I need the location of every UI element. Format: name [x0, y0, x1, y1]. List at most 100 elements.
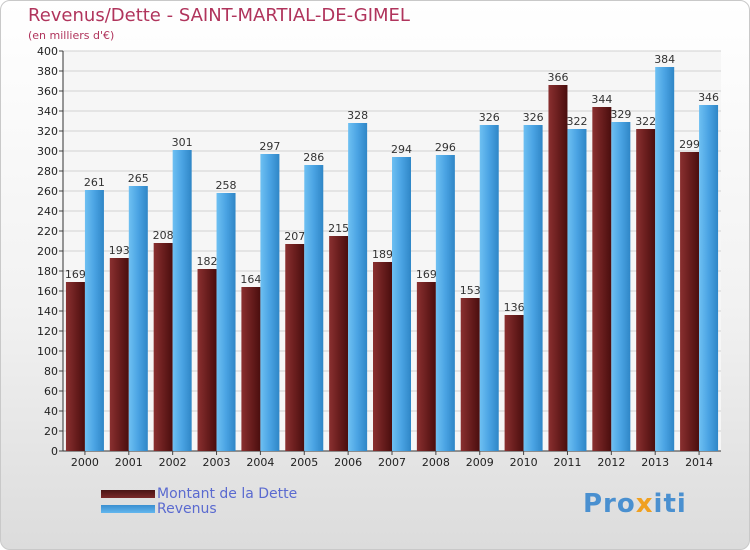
bar-debt [636, 129, 656, 451]
data-label-revenue: 261 [84, 176, 105, 189]
data-label-debt: 215 [328, 222, 349, 235]
y-tick-label: 100 [37, 345, 58, 358]
chart-title: Revenus/Dette - SAINT-MARTIAL-DE-GIMEL [28, 5, 410, 26]
y-tick-label: 280 [37, 165, 58, 178]
bar-debt [592, 107, 612, 451]
x-tick-label: 2014 [685, 456, 713, 469]
data-label-debt: 344 [591, 93, 612, 106]
x-tick-label: 2008 [422, 456, 450, 469]
x-tick-label: 2013 [641, 456, 669, 469]
bar-revenue [84, 190, 104, 451]
legend-swatch-revenue [101, 505, 155, 513]
bar-revenue [655, 67, 675, 451]
x-tick-label: 2011 [553, 456, 581, 469]
data-label-debt: 169 [65, 268, 86, 281]
y-tick-label: 80 [44, 365, 58, 378]
x-tick-label: 2010 [510, 456, 538, 469]
bar-debt [680, 152, 700, 451]
x-tick-label: 2003 [203, 456, 231, 469]
y-tick-label: 180 [37, 265, 58, 278]
y-tick-label: 320 [37, 125, 58, 138]
bar-debt [504, 315, 524, 451]
bar-debt [197, 269, 217, 451]
bar-revenue [479, 125, 499, 451]
y-tick-label: 300 [37, 145, 58, 158]
bar-debt [65, 282, 85, 451]
y-tick-label: 240 [37, 205, 58, 218]
data-label-debt: 136 [504, 301, 525, 314]
data-label-debt: 182 [197, 255, 218, 268]
y-tick-label: 220 [37, 225, 58, 238]
bar-debt [241, 287, 261, 451]
data-label-revenue: 329 [610, 108, 631, 121]
legend-label-revenue: Revenus [157, 501, 217, 517]
bar-revenue [523, 125, 543, 451]
logo-text-x: x [635, 489, 654, 519]
logo-text-pro: Pro [583, 489, 636, 519]
proxiti-logo: Proxiti [583, 489, 687, 519]
bar-revenue [699, 105, 719, 451]
x-tick-label: 2001 [115, 456, 143, 469]
data-label-revenue: 296 [435, 141, 456, 154]
data-label-debt: 322 [635, 115, 656, 128]
data-label-revenue: 326 [523, 111, 544, 124]
data-label-revenue: 322 [566, 115, 587, 128]
bar-revenue [392, 157, 411, 451]
data-label-debt: 366 [547, 71, 568, 84]
x-tick-label: 2002 [159, 456, 187, 469]
data-label-debt: 164 [240, 273, 261, 286]
bar-revenue [260, 154, 280, 451]
data-label-revenue: 286 [303, 151, 324, 164]
bar-debt [153, 243, 173, 451]
data-label-debt: 208 [153, 229, 174, 242]
data-label-debt: 189 [372, 248, 393, 261]
legend-swatch-debt [101, 490, 155, 498]
y-tick-label: 0 [51, 445, 58, 458]
y-tick-label: 260 [37, 185, 58, 198]
y-tick-label: 200 [37, 245, 58, 258]
data-label-debt: 207 [284, 230, 305, 243]
data-label-revenue: 265 [128, 172, 149, 185]
x-tick-label: 2006 [334, 456, 362, 469]
chart-subtitle: (en milliers d'€) [28, 29, 115, 42]
bar-debt [109, 258, 129, 451]
data-label-debt: 193 [109, 244, 130, 257]
x-tick-label: 2000 [71, 456, 99, 469]
bar-revenue [348, 123, 368, 451]
x-tick-label: 2012 [597, 456, 625, 469]
data-label-revenue: 297 [259, 140, 280, 153]
y-tick-label: 40 [44, 405, 58, 418]
bar-debt [373, 262, 392, 451]
logo-text-iti: iti [653, 489, 687, 519]
x-tick-label: 2009 [466, 456, 494, 469]
data-label-revenue: 258 [216, 179, 237, 192]
bar-revenue [304, 165, 324, 451]
y-tick-label: 160 [37, 285, 58, 298]
y-tick-label: 140 [37, 305, 58, 318]
x-tick-label: 2005 [290, 456, 318, 469]
y-tick-label: 60 [44, 385, 58, 398]
bar-debt [548, 85, 568, 451]
bar-revenue [172, 150, 192, 451]
y-tick-label: 340 [37, 105, 58, 118]
y-tick-label: 380 [37, 65, 58, 78]
bar-revenue [567, 129, 587, 451]
y-tick-label: 360 [37, 85, 58, 98]
bar-debt [329, 236, 349, 451]
data-label-debt: 153 [460, 284, 481, 297]
bar-revenue [216, 193, 236, 451]
bar-revenue [611, 122, 631, 451]
bar-debt [285, 244, 305, 451]
bar-revenue [435, 155, 455, 451]
data-label-revenue: 384 [654, 53, 675, 66]
data-label-revenue: 328 [347, 109, 368, 122]
bar-debt [416, 282, 436, 451]
data-label-revenue: 301 [172, 136, 193, 149]
y-tick-label: 120 [37, 325, 58, 338]
x-tick-label: 2004 [246, 456, 274, 469]
data-label-revenue: 294 [391, 143, 412, 156]
data-label-debt: 169 [416, 268, 437, 281]
data-label-revenue: 346 [698, 91, 719, 104]
